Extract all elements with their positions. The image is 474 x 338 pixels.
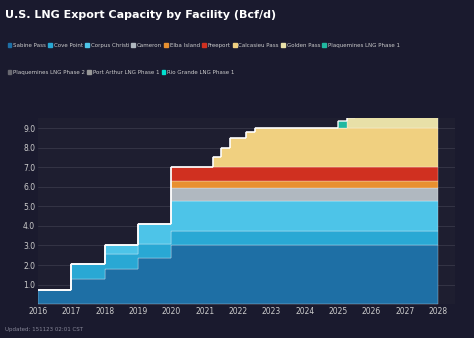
Legend: Plaquemines LNG Phase 2, Port Arthur LNG Phase 1, Rio Grande LNG Phase 1: Plaquemines LNG Phase 2, Port Arthur LNG… — [8, 70, 235, 75]
Legend: Sabine Pass, Cove Point, Corpus Christi, Cameron, Elba Island, Freeport, Calcasi: Sabine Pass, Cove Point, Corpus Christi,… — [8, 43, 400, 48]
Text: U.S. LNG Export Capacity by Facility (Bcf/d): U.S. LNG Export Capacity by Facility (Bc… — [5, 10, 276, 20]
Text: Updated: 151123 02:01 CST: Updated: 151123 02:01 CST — [5, 327, 83, 332]
